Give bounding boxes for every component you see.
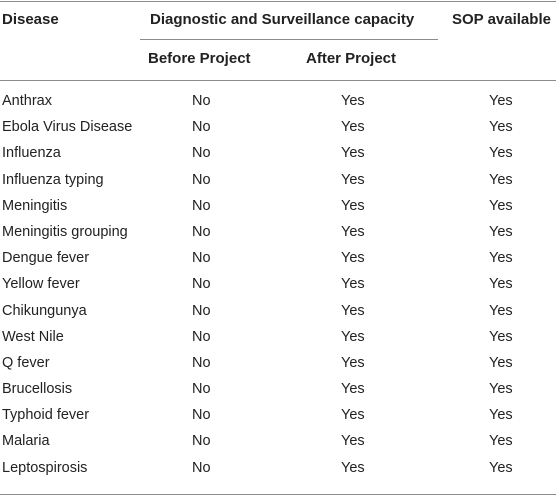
table-row: Dengue fever No Yes Yes — [0, 246, 556, 272]
header-before-project: Before Project — [148, 50, 251, 67]
table-row: Leptospirosis No Yes Yes — [0, 456, 556, 482]
cell-disease: Yellow fever — [2, 276, 80, 293]
cell-after-project: Yes — [341, 302, 365, 319]
header-diagnostic-group: Diagnostic and Surveillance capacity — [150, 11, 415, 28]
table-row: Influenza typing No Yes Yes — [0, 168, 556, 194]
table-row: Typhoid fever No Yes Yes — [0, 403, 556, 429]
cell-sop-available: Yes — [489, 381, 513, 398]
cell-before-project: No — [192, 171, 211, 188]
cell-after-project: Yes — [341, 276, 365, 293]
cell-disease: Q fever — [2, 354, 50, 371]
cell-sop-available: Yes — [489, 93, 513, 109]
cell-disease: West Nile — [2, 328, 64, 345]
cell-after-project: Yes — [341, 433, 365, 450]
cell-disease: Dengue fever — [2, 250, 90, 267]
table-row: Yellow fever No Yes Yes — [0, 272, 556, 298]
cell-after-project: Yes — [341, 197, 365, 214]
cell-after-project: Yes — [341, 381, 365, 398]
cell-disease: Influenza typing — [2, 171, 104, 188]
cell-before-project: No — [192, 119, 211, 136]
table-body: Anthrax No Yes Yes Ebola Virus Disease No Yes Y… — [0, 89, 556, 482]
cell-before-project: No — [192, 276, 211, 293]
cell-before-project: No — [192, 197, 211, 214]
cell-disease: Typhoid fever — [2, 407, 90, 424]
header-sop-available: SOP available — [452, 11, 551, 28]
cell-before-project: No — [192, 328, 211, 345]
cell-disease: Anthrax — [2, 93, 52, 109]
table-row: Q fever No Yes Yes — [0, 351, 556, 377]
cell-before-project: No — [192, 223, 211, 240]
cell-disease: Malaria — [2, 433, 50, 450]
cell-after-project: Yes — [341, 145, 365, 162]
table-row: Anthrax No Yes Yes — [0, 89, 556, 115]
table-bottom-rule — [0, 494, 556, 495]
header-disease: Disease — [2, 11, 59, 28]
cell-disease: Ebola Virus Disease — [2, 119, 133, 136]
cell-sop-available: Yes — [489, 433, 513, 450]
cell-before-project: No — [192, 302, 211, 319]
cell-sop-available: Yes — [489, 250, 513, 267]
table-row: Influenza No Yes Yes — [0, 141, 556, 167]
cell-before-project: No — [192, 250, 211, 267]
cell-sop-available: Yes — [489, 145, 513, 162]
cell-disease: Chikungunya — [2, 302, 87, 319]
cell-disease: Leptospirosis — [2, 459, 88, 476]
table-row: Meningitis No Yes Yes — [0, 194, 556, 220]
cell-after-project: Yes — [341, 223, 365, 240]
cell-before-project: No — [192, 381, 211, 398]
table-row: Ebola Virus Disease No Yes Yes — [0, 115, 556, 141]
cell-after-project: Yes — [341, 119, 365, 136]
table-row: Malaria No Yes Yes — [0, 429, 556, 455]
header-bottom-rule — [0, 80, 556, 81]
cell-before-project: No — [192, 433, 211, 450]
cell-before-project: No — [192, 459, 211, 476]
header-after-project: After Project — [306, 50, 397, 67]
table-row: Brucellosis No Yes Yes — [0, 377, 556, 403]
cell-after-project: Yes — [341, 250, 365, 267]
cell-after-project: Yes — [341, 459, 365, 476]
cell-sop-available: Yes — [489, 171, 513, 188]
cell-sop-available: Yes — [489, 328, 513, 345]
cell-sop-available: Yes — [489, 459, 513, 476]
cell-sop-available: Yes — [489, 276, 513, 293]
cell-sop-available: Yes — [489, 407, 513, 424]
cell-before-project: No — [192, 354, 211, 371]
cell-before-project: No — [192, 93, 211, 109]
cell-after-project: Yes — [341, 328, 365, 345]
cell-sop-available: Yes — [489, 197, 513, 214]
table-top-rule — [0, 1, 556, 2]
cell-before-project: No — [192, 407, 211, 424]
cell-after-project: Yes — [341, 93, 365, 109]
cell-sop-available: Yes — [489, 302, 513, 319]
cell-after-project: Yes — [341, 354, 365, 371]
table-row: Meningitis grouping No Yes Yes — [0, 220, 556, 246]
cell-before-project: No — [192, 145, 211, 162]
cell-after-project: Yes — [341, 407, 365, 424]
cell-disease: Influenza — [2, 145, 61, 162]
cell-disease: Brucellosis — [2, 381, 73, 398]
table-row: Chikungunya No Yes Yes — [0, 299, 556, 325]
cell-disease: Meningitis — [2, 197, 68, 214]
cell-sop-available: Yes — [489, 223, 513, 240]
header-group-rule — [140, 39, 438, 40]
cell-after-project: Yes — [341, 171, 365, 188]
cell-sop-available: Yes — [489, 354, 513, 371]
cell-sop-available: Yes — [489, 119, 513, 136]
table-row: West Nile No Yes Yes — [0, 325, 556, 351]
cell-disease: Meningitis grouping — [2, 223, 128, 240]
